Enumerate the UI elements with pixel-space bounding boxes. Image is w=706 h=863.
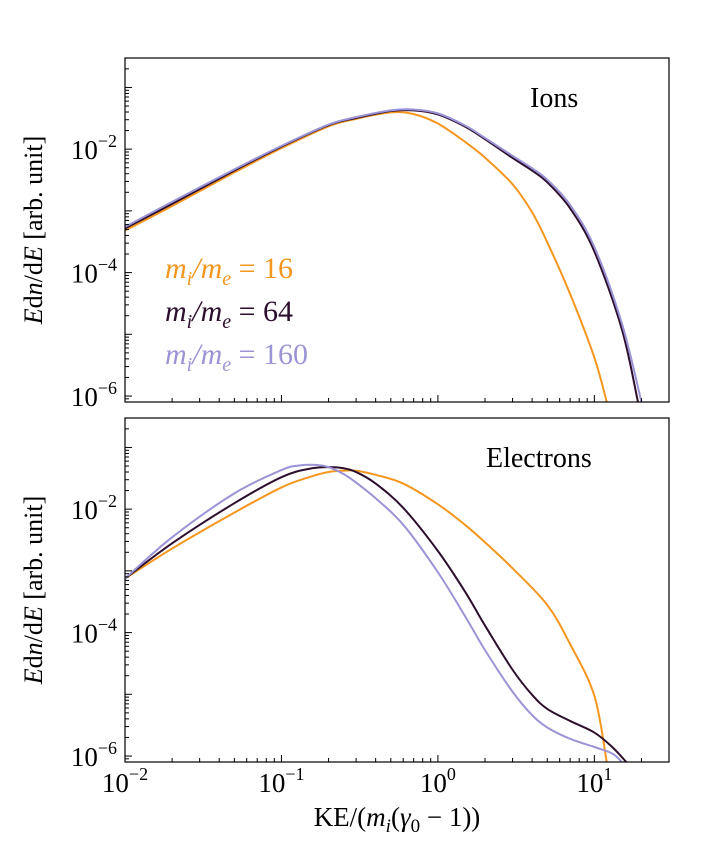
legend-entry-1: mi/me = 16 (165, 252, 293, 290)
electrons-axes-frame (124, 417, 670, 763)
legend: mi/me = 16 mi/me = 64 mi/me = 160 (165, 252, 308, 376)
ions-title: Ions (530, 83, 578, 114)
electrons-series-3 (125, 463, 623, 762)
ions-series-3 (125, 108, 643, 402)
electrons-y-ticks: 10−2 10−4 10−6 (71, 428, 132, 772)
ions-y-axis-label: Edn/dE [arb. unit] (19, 136, 48, 325)
ions-y-ticks: 10−2 10−4 10−6 (71, 68, 132, 412)
x-tick-label: 10−2 (102, 764, 148, 798)
electrons-title: Electrons (486, 443, 592, 474)
ions-curves (125, 108, 643, 402)
x-tick-label: 101 (576, 764, 612, 798)
ions-x-ticks (124, 395, 670, 402)
electrons-x-ticks: 10−2 10−1 100 101 (102, 755, 670, 798)
legend-entry-2: mi/me = 64 (165, 295, 293, 333)
electrons-y-axis-label: Edn/dE [arb. unit] (19, 496, 48, 685)
legend-entry-3: mi/me = 160 (165, 338, 308, 376)
electrons-series-1 (125, 469, 608, 762)
x-tick-label: 100 (420, 764, 456, 798)
ions-axes-frame (124, 57, 670, 403)
electrons-curves (125, 463, 628, 762)
electrons-panel: 10−2 10−4 10−6 10−2 10−1 100 101 Electrons Ed… (19, 417, 670, 837)
y-tick-label: 10−4 (71, 255, 117, 289)
ions-series-1 (125, 111, 608, 402)
y-tick-label: 10−6 (71, 738, 117, 772)
x-axis-label: KE/(mi(γ0 − 1)) (314, 802, 481, 837)
y-tick-label: 10−2 (71, 491, 117, 525)
electrons-series-2 (125, 466, 628, 762)
y-tick-label: 10−6 (71, 378, 117, 412)
y-tick-label: 10−2 (71, 131, 117, 165)
x-tick-label: 10−1 (258, 764, 304, 798)
y-tick-label: 10−4 (71, 615, 117, 649)
